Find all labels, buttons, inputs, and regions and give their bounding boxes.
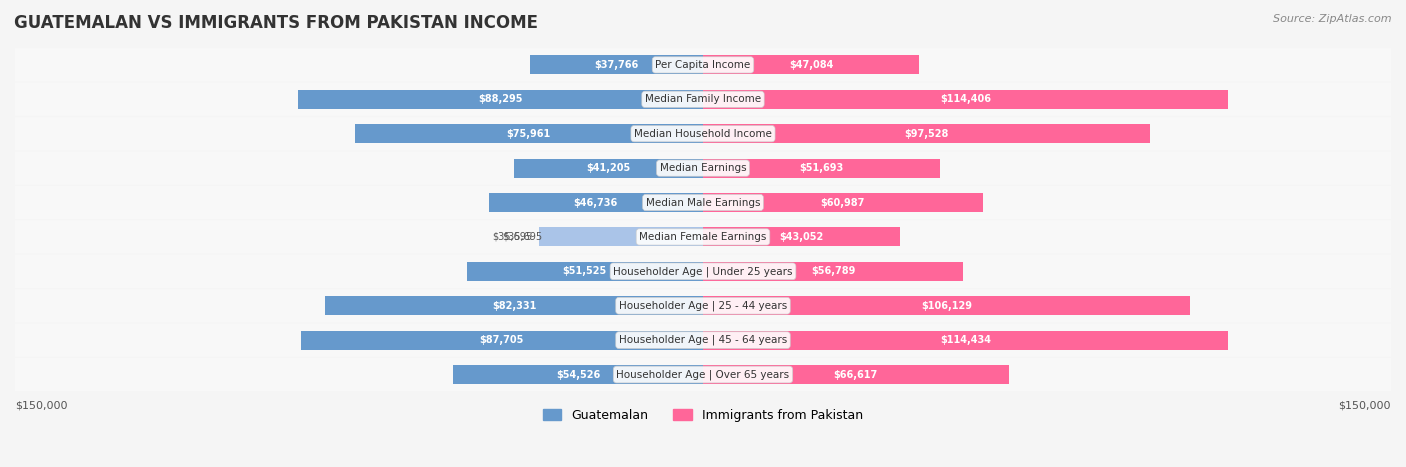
Bar xyxy=(453,365,703,384)
Text: $56,789: $56,789 xyxy=(811,266,855,276)
Text: Median Male Earnings: Median Male Earnings xyxy=(645,198,761,207)
FancyBboxPatch shape xyxy=(15,83,1391,116)
Text: Median Female Earnings: Median Female Earnings xyxy=(640,232,766,242)
Text: $66,617: $66,617 xyxy=(834,369,877,380)
Text: Householder Age | Under 25 years: Householder Age | Under 25 years xyxy=(613,266,793,276)
Text: Householder Age | 45 - 64 years: Householder Age | 45 - 64 years xyxy=(619,335,787,346)
Text: Per Capita Income: Per Capita Income xyxy=(655,60,751,70)
Text: Median Household Income: Median Household Income xyxy=(634,129,772,139)
FancyBboxPatch shape xyxy=(15,220,1391,254)
Bar xyxy=(354,124,703,143)
Bar xyxy=(703,296,1189,315)
Legend: Guatemalan, Immigrants from Pakistan: Guatemalan, Immigrants from Pakistan xyxy=(537,404,869,427)
Text: $51,693: $51,693 xyxy=(800,163,844,173)
Text: $114,406: $114,406 xyxy=(939,94,991,104)
Text: Median Earnings: Median Earnings xyxy=(659,163,747,173)
Text: $87,705: $87,705 xyxy=(479,335,524,345)
Text: $97,528: $97,528 xyxy=(904,129,949,139)
Text: GUATEMALAN VS IMMIGRANTS FROM PAKISTAN INCOME: GUATEMALAN VS IMMIGRANTS FROM PAKISTAN I… xyxy=(14,14,538,32)
Text: $37,766: $37,766 xyxy=(595,60,638,70)
Bar xyxy=(325,296,703,315)
FancyBboxPatch shape xyxy=(15,289,1391,322)
Text: $150,000: $150,000 xyxy=(15,400,67,410)
FancyBboxPatch shape xyxy=(15,186,1391,219)
Bar xyxy=(530,56,703,74)
Bar xyxy=(703,365,1008,384)
Bar xyxy=(703,159,941,177)
FancyBboxPatch shape xyxy=(15,151,1391,185)
Bar xyxy=(703,193,983,212)
Bar xyxy=(703,90,1227,109)
Bar xyxy=(301,331,703,350)
Text: $43,052: $43,052 xyxy=(779,232,824,242)
Text: $51,525: $51,525 xyxy=(562,266,607,276)
Bar xyxy=(298,90,703,109)
FancyBboxPatch shape xyxy=(15,324,1391,357)
Text: $41,205: $41,205 xyxy=(586,163,631,173)
Bar xyxy=(515,159,703,177)
Text: $46,736: $46,736 xyxy=(574,198,619,207)
Bar xyxy=(467,262,703,281)
Bar xyxy=(703,262,963,281)
Text: $47,084: $47,084 xyxy=(789,60,834,70)
Text: $82,331: $82,331 xyxy=(492,301,536,311)
FancyBboxPatch shape xyxy=(15,48,1391,82)
FancyBboxPatch shape xyxy=(15,117,1391,150)
Text: Median Family Income: Median Family Income xyxy=(645,94,761,104)
Text: $75,961: $75,961 xyxy=(506,129,551,139)
FancyBboxPatch shape xyxy=(15,358,1391,391)
Text: Householder Age | Over 65 years: Householder Age | Over 65 years xyxy=(616,369,790,380)
Bar xyxy=(703,56,920,74)
Bar xyxy=(703,227,900,247)
Bar xyxy=(540,227,703,247)
Bar xyxy=(489,193,703,212)
Text: $60,987: $60,987 xyxy=(821,198,865,207)
Text: $106,129: $106,129 xyxy=(921,301,972,311)
Bar xyxy=(703,331,1227,350)
FancyBboxPatch shape xyxy=(15,255,1391,288)
Text: $150,000: $150,000 xyxy=(1339,400,1391,410)
Text: $35,695: $35,695 xyxy=(492,232,533,242)
Bar xyxy=(703,124,1150,143)
Text: $114,434: $114,434 xyxy=(941,335,991,345)
Text: Source: ZipAtlas.com: Source: ZipAtlas.com xyxy=(1274,14,1392,24)
Text: Householder Age | 25 - 44 years: Householder Age | 25 - 44 years xyxy=(619,300,787,311)
Text: $35,695: $35,695 xyxy=(502,232,543,242)
Text: $88,295: $88,295 xyxy=(478,94,523,104)
Text: $54,526: $54,526 xyxy=(555,369,600,380)
